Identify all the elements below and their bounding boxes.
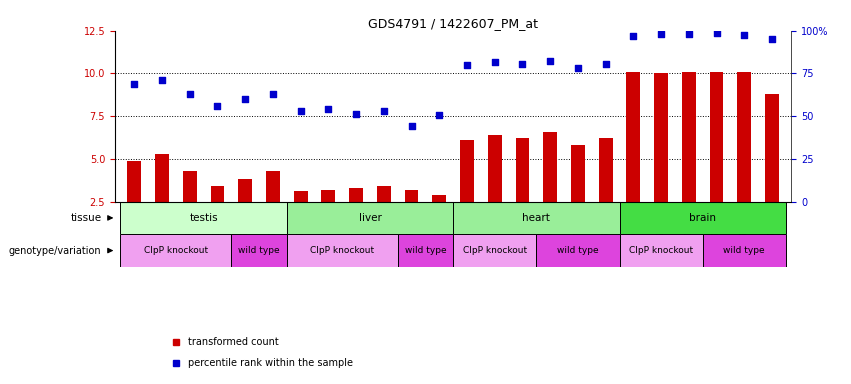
Bar xyxy=(266,171,280,202)
Bar xyxy=(397,234,453,267)
Text: ClpP knockout: ClpP knockout xyxy=(310,246,374,255)
Bar xyxy=(155,154,169,202)
Bar xyxy=(294,191,307,202)
Point xyxy=(599,61,613,67)
Point xyxy=(128,81,141,87)
Bar xyxy=(121,234,231,267)
Bar xyxy=(710,72,723,202)
Text: genotype/variation: genotype/variation xyxy=(9,245,101,256)
Bar xyxy=(128,161,141,202)
Text: tissue: tissue xyxy=(71,213,101,223)
Point xyxy=(571,65,585,71)
Bar xyxy=(620,234,703,267)
Bar xyxy=(737,72,751,202)
Bar xyxy=(287,202,453,234)
Bar xyxy=(543,132,557,202)
Bar xyxy=(488,135,502,202)
Point xyxy=(654,31,668,37)
Text: testis: testis xyxy=(189,213,218,223)
Bar xyxy=(453,234,536,267)
Point xyxy=(294,108,307,114)
Point xyxy=(155,77,168,83)
Bar xyxy=(571,145,585,202)
Point xyxy=(238,96,252,102)
Point xyxy=(322,106,335,113)
Bar xyxy=(599,138,613,202)
Text: wild type: wild type xyxy=(557,246,599,255)
Bar xyxy=(536,234,620,267)
Bar xyxy=(349,188,363,202)
Point xyxy=(516,61,529,67)
Bar xyxy=(682,72,696,202)
Text: liver: liver xyxy=(358,213,381,223)
Text: wild type: wild type xyxy=(404,246,446,255)
Title: GDS4791 / 1422607_PM_at: GDS4791 / 1422607_PM_at xyxy=(368,17,538,30)
Bar xyxy=(238,179,252,202)
Bar xyxy=(121,202,287,234)
Bar xyxy=(231,234,287,267)
Text: ClpP knockout: ClpP knockout xyxy=(629,246,694,255)
Bar xyxy=(404,190,419,202)
Point xyxy=(682,31,695,37)
Bar xyxy=(432,195,446,202)
Bar xyxy=(620,202,785,234)
Bar xyxy=(703,234,785,267)
Point xyxy=(544,58,557,65)
Point xyxy=(710,30,723,36)
Point xyxy=(211,103,225,109)
Text: wild type: wild type xyxy=(723,246,765,255)
Bar xyxy=(765,94,779,202)
Text: heart: heart xyxy=(523,213,551,223)
Bar xyxy=(626,72,640,202)
Text: ClpP knockout: ClpP knockout xyxy=(144,246,208,255)
Bar xyxy=(287,234,397,267)
Text: percentile rank within the sample: percentile rank within the sample xyxy=(188,358,353,368)
Point xyxy=(460,62,474,68)
Bar xyxy=(210,186,225,202)
Bar xyxy=(460,140,474,202)
Point xyxy=(738,32,751,38)
Text: wild type: wild type xyxy=(238,246,280,255)
Point xyxy=(432,112,446,118)
Bar xyxy=(322,190,335,202)
Bar xyxy=(183,171,197,202)
Bar xyxy=(516,138,529,202)
Bar xyxy=(654,73,668,202)
Point xyxy=(765,36,779,42)
Point xyxy=(405,123,419,129)
Point xyxy=(183,91,197,97)
Point xyxy=(377,108,391,114)
Point xyxy=(626,33,640,39)
Text: transformed count: transformed count xyxy=(188,337,278,347)
Point xyxy=(349,111,363,118)
Point xyxy=(266,91,280,97)
Text: ClpP knockout: ClpP knockout xyxy=(463,246,527,255)
Bar xyxy=(377,186,391,202)
Text: brain: brain xyxy=(689,213,717,223)
Point xyxy=(488,59,501,65)
Bar xyxy=(453,202,620,234)
